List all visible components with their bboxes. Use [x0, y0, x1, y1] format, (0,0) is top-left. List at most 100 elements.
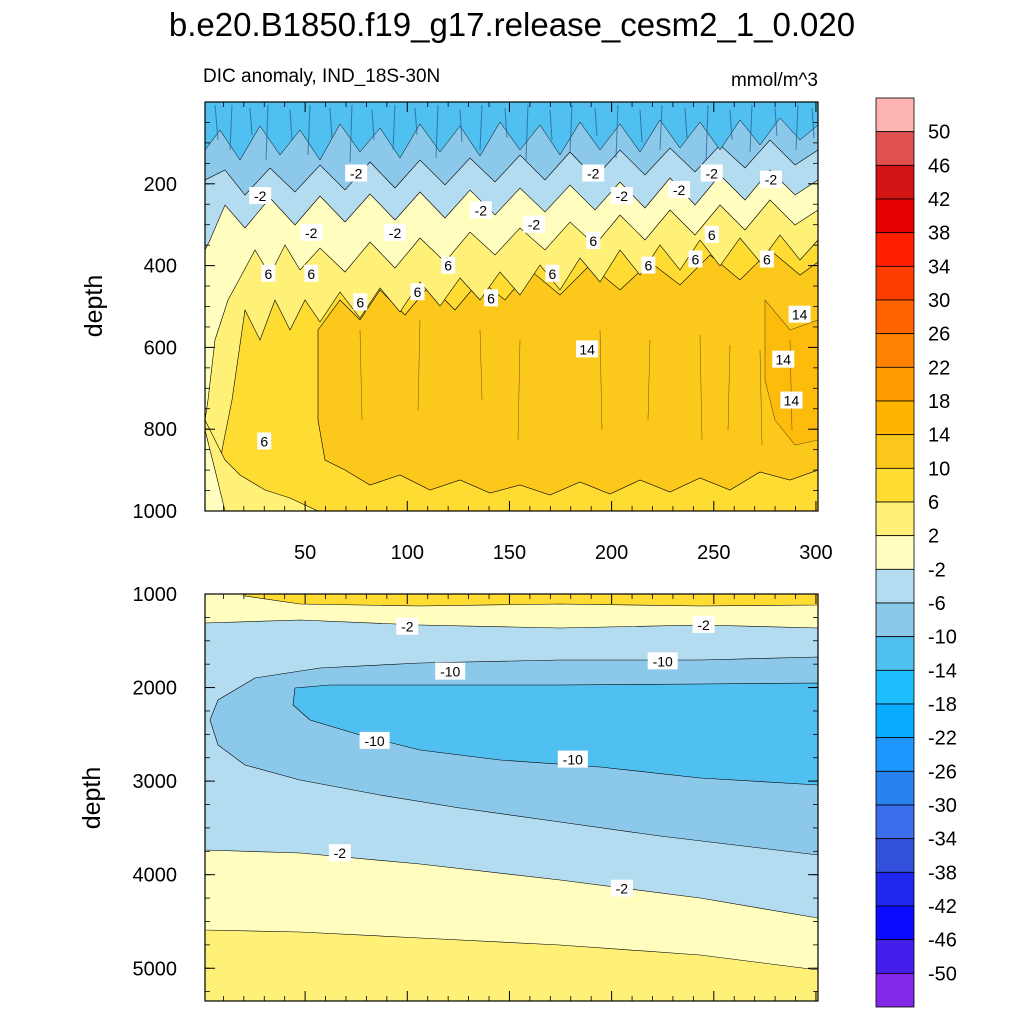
top-axis-ticks: 200 400 600 800 1000 50 100 150 200 250 300 — [133, 101, 833, 564]
colorbar-level-label: -34 — [928, 829, 957, 851]
bottom-y-tick-label: 4000 — [133, 865, 178, 887]
colorbar-swatch — [875, 97, 915, 133]
top-contour-label: -2 — [582, 164, 605, 182]
top-y-tick-label: 600 — [144, 337, 177, 359]
top-contour-label-text: 14 — [775, 352, 791, 368]
bottom-contour-label: -10 — [435, 662, 466, 680]
top-contour-label-bg — [257, 432, 272, 450]
top-y-tick-label: 1000 — [133, 501, 178, 523]
top-contour-label-text: -2 — [389, 225, 402, 241]
colorbar-level-label: 38 — [928, 223, 950, 245]
top-contour-label: 6 — [688, 250, 703, 268]
colorbar-swatch — [875, 265, 915, 301]
top-x-tick-label: 250 — [697, 542, 730, 564]
top-contour-label-bg — [688, 250, 703, 268]
colorbar-swatch — [875, 972, 915, 1008]
top-contour-label-text: -2 — [706, 166, 719, 182]
colorbar-level-label: 46 — [928, 155, 950, 177]
top-contour-label: -2 — [522, 215, 545, 233]
bottom-axis-ticks: 1000 2000 3000 4000 5000 — [133, 584, 818, 1001]
top-contour-label: -2 — [700, 164, 723, 182]
colorbar-swatch — [875, 501, 915, 537]
top-contour-label-text: 6 — [692, 251, 700, 267]
bottom-y-tick-label: 2000 — [133, 678, 178, 700]
colorbar-swatch — [875, 467, 915, 503]
colorbar-swatch — [875, 400, 915, 436]
colorbar-level-label: 2 — [928, 526, 939, 548]
top-contour-label-bg — [582, 164, 605, 182]
top-contour-label-bg — [780, 391, 803, 409]
colorbar-level-label: 26 — [928, 324, 950, 346]
colorbar-level-label: 22 — [928, 357, 950, 379]
bottom-contour-label-bg — [610, 879, 633, 897]
top-contour-label-text: 6 — [356, 294, 364, 310]
top-y-tick-label: 400 — [144, 256, 177, 278]
bottom-y-tick-label: 1000 — [133, 584, 178, 606]
top-contour-label-bg — [545, 264, 560, 282]
figure-title: b.e20.B1850.f19_g17.release_cesm2_1_0.02… — [169, 6, 855, 43]
top-contour-label-bg — [249, 187, 272, 205]
top-contour-label-text: 6 — [264, 266, 272, 282]
top-contour-label-bg — [522, 215, 545, 233]
top-contour-label: 6 — [261, 264, 276, 282]
top-contour-label: 6 — [586, 232, 601, 250]
colorbar-swatch — [875, 770, 915, 806]
colorbar-level-label: -50 — [928, 963, 957, 985]
top-y-tick-label: 800 — [144, 419, 177, 441]
top-band-minus14 — [205, 102, 818, 161]
top-contour-label-bg — [772, 350, 795, 368]
bottom-contour-label: -2 — [610, 879, 633, 897]
colorbar-swatch — [875, 568, 915, 604]
top-y-axis-label: depth — [80, 275, 108, 338]
bottom-y-tick-label: 3000 — [133, 771, 178, 793]
top-contour-label-text: 14 — [784, 393, 800, 409]
colorbar-level-label: 14 — [928, 425, 950, 447]
colorbar-swatch — [875, 333, 915, 368]
bottom-contour-label: -10 — [557, 750, 588, 768]
top-contour-label-bg — [304, 264, 319, 282]
bottom-band-top-shallow — [244, 594, 818, 607]
bottom-contour-label: -2 — [328, 844, 351, 862]
bottom-contour-label: -10 — [647, 652, 678, 670]
top-contour-label-text: 6 — [307, 266, 315, 282]
top-contour-label-bg — [576, 340, 599, 358]
top-contour-label: 14 — [576, 340, 599, 358]
top-contour-label: -2 — [760, 170, 783, 188]
bottom-contour-label-bg — [396, 617, 419, 635]
colorbar-level-label: 10 — [928, 458, 950, 480]
top-contour-label: 14 — [788, 305, 811, 323]
top-contour-label-text: -2 — [616, 188, 629, 204]
bottom-y-tick-label: 5000 — [133, 958, 178, 980]
bottom-contour-label: -2 — [396, 617, 419, 635]
top-contour-label-text: -2 — [350, 166, 363, 182]
bottom-contour-label: -10 — [359, 731, 390, 749]
top-contour-label-text: -2 — [673, 182, 686, 198]
top-contour-label-text: 14 — [579, 341, 595, 357]
top-contour-label-text: -2 — [528, 217, 541, 233]
top-contour-label-bg — [704, 225, 719, 243]
colorbar-level-label: 50 — [928, 122, 950, 144]
top-contour-label-text: 6 — [763, 251, 771, 267]
bottom-contour-label-bg — [692, 615, 715, 633]
top-contour-label: 6 — [704, 225, 719, 243]
colorbar-swatch — [875, 299, 915, 335]
colorbar-level-label: -10 — [928, 627, 957, 649]
colorbar-level-label: 30 — [928, 290, 950, 312]
top-contour-label: -2 — [668, 180, 691, 198]
top-contour-label-text: 6 — [444, 258, 452, 274]
bottom-contour-label: -2 — [692, 615, 715, 633]
top-contour-label-bg — [759, 250, 774, 268]
top-contour-label: 6 — [304, 264, 319, 282]
top-x-tick-label: 100 — [391, 542, 424, 564]
top-contour-label: 6 — [257, 432, 272, 450]
colorbar-level-label: -46 — [928, 930, 957, 952]
colorbar-level-label: -30 — [928, 795, 957, 817]
top-panel: 200 400 600 800 1000 50 100 150 200 250 300 -2 -2 -2… — [80, 101, 833, 564]
top-contour-label-text: -2 — [475, 202, 488, 218]
top-contour-label-text: 6 — [414, 284, 422, 300]
top-band-18 — [764, 299, 818, 446]
colorbar-level-label: -6 — [928, 593, 946, 615]
colorbar-level-label: 18 — [928, 391, 950, 413]
